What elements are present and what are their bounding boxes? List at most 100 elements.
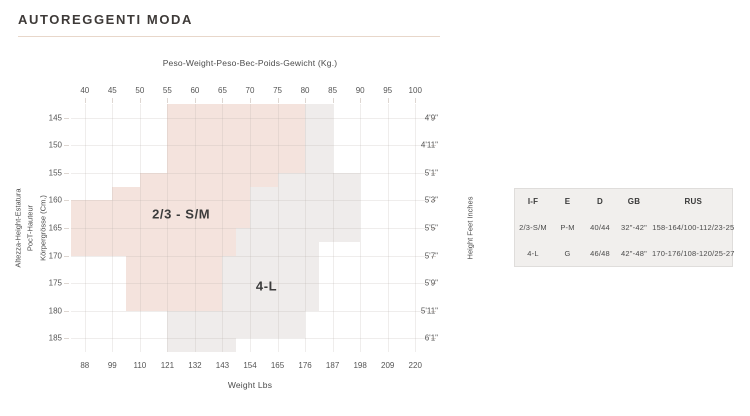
gridline-horizontal [71, 145, 429, 147]
gridline-vertical [277, 104, 279, 352]
cm-tick-label: 185 [48, 333, 62, 343]
left-tick-mark [64, 338, 69, 340]
gridline-vertical [194, 104, 196, 352]
fit-region-band-4l [222, 255, 319, 311]
left-tick-mark [64, 310, 69, 312]
gridline-vertical [415, 104, 417, 352]
lbs-tick-label: 165 [270, 361, 285, 370]
kg-tick-label: 80 [300, 86, 310, 95]
left-tick-mark [64, 145, 69, 147]
feet-tick-label: 4'9" [424, 113, 438, 123]
size-table-header: GB [627, 197, 641, 207]
size-table-cell: 40/44 [590, 222, 610, 232]
left-tick-mark [64, 255, 69, 257]
kg-tick-label: 40 [80, 86, 90, 95]
lbs-tick-label: 132 [188, 361, 202, 370]
fit-region-band-4l [250, 186, 361, 228]
top-tick-mark [194, 98, 196, 103]
lbs-tick-label: 121 [160, 361, 175, 370]
feet-tick-label: 5'9" [424, 278, 438, 288]
gridline-vertical [167, 104, 169, 352]
size-table-cell: 158-164/100-112/23-25 [652, 222, 735, 232]
gridline-horizontal [71, 200, 429, 202]
fit-region-band-4l [167, 310, 306, 339]
size-table-header: D [597, 197, 603, 207]
kg-tick-label: 45 [107, 86, 117, 95]
lbs-tick-label: 209 [381, 361, 395, 370]
gridline-vertical [360, 104, 362, 352]
feet-tick-label: 5'7" [424, 251, 438, 261]
top-tick-mark [277, 98, 279, 103]
top-tick-mark [84, 98, 86, 103]
gridline-vertical [250, 104, 251, 352]
bottom-axis-title: Weight Lbs [227, 380, 273, 390]
cm-tick-label: 165 [48, 223, 62, 233]
left-tick-mark [64, 228, 69, 229]
title-divider [18, 36, 440, 37]
lbs-tick-label: 176 [298, 361, 312, 370]
size-table-cell: G [564, 248, 571, 258]
lbs-tick-label: 88 [80, 361, 90, 370]
size-table-cell: P-M [560, 222, 575, 232]
right-tick-mark [431, 228, 436, 229]
gridline-vertical [139, 104, 141, 352]
right-tick-mark [431, 200, 436, 202]
kg-tick-label: 70 [245, 86, 255, 95]
gridline-vertical [332, 104, 334, 352]
right-tick-mark [431, 117, 436, 119]
feet-tick-label: 5'1" [424, 168, 438, 178]
feet-tick-label: 5'3" [424, 195, 438, 205]
kg-tick-label: 65 [218, 86, 227, 95]
top-tick-mark [167, 98, 169, 103]
top-tick-mark [387, 98, 389, 103]
fit-region-band-4l [236, 241, 319, 256]
lbs-tick-label: 198 [353, 361, 367, 370]
kg-tick-label: 60 [190, 86, 200, 95]
top-tick-mark [250, 98, 251, 103]
fit-region-band-4l [305, 104, 333, 173]
size-table-cell: 2/3-S/M [519, 222, 547, 232]
fit-region-band-sm [71, 228, 237, 256]
fit-region-band-sm [167, 104, 306, 173]
gridline-horizontal [71, 117, 429, 119]
size-table-cell: 170-176/108-120/25-27 [652, 248, 735, 258]
size-table-header: E [564, 197, 571, 207]
top-tick-mark [139, 98, 141, 103]
fit-region-band-4l [277, 172, 361, 187]
right-tick-mark [431, 310, 436, 312]
gridline-horizontal [71, 338, 429, 340]
top-axis-title: Peso-Weight-Peso-Bec-Poids-Gewicht (Kg.) [162, 58, 338, 68]
left-tick-mark [64, 172, 69, 174]
fit-region-band-4l [236, 228, 361, 242]
kg-tick-label: 50 [135, 86, 145, 95]
right-tick-mark [431, 338, 436, 340]
right-tick-mark [431, 283, 436, 285]
top-tick-mark [360, 98, 362, 103]
fit-region-label-4l: 4-L [255, 278, 278, 294]
feet-tick-label: 5'5" [424, 223, 438, 233]
kg-tick-label: 90 [355, 86, 365, 95]
fit-region-band-sm [126, 255, 223, 311]
fit-region-band-sm [71, 200, 250, 228]
cm-tick-label: 170 [48, 251, 62, 261]
kg-tick-label: 55 [162, 86, 172, 95]
page-title: AUTOREGGENTI MODA [18, 12, 194, 27]
top-tick-mark [305, 98, 307, 103]
lbs-tick-label: 143 [215, 361, 230, 370]
cm-tick-label: 145 [48, 113, 62, 123]
lbs-tick-label: 99 [107, 361, 117, 370]
kg-tick-label: 100 [408, 86, 422, 95]
kg-tick-label: 85 [328, 86, 338, 95]
gridline-horizontal [71, 283, 429, 285]
cm-tick-label: 175 [48, 278, 62, 288]
kg-tick-label: 75 [273, 86, 282, 95]
top-tick-mark [222, 98, 224, 103]
cm-tick-label: 155 [48, 168, 62, 178]
kg-tick-label: 95 [383, 86, 393, 95]
left-tick-mark [64, 117, 69, 119]
top-tick-mark [112, 98, 114, 103]
gridline-vertical [112, 104, 114, 352]
feet-tick-label: 4'11" [420, 140, 438, 150]
size-table-cell: 42"-48" [621, 248, 647, 258]
lbs-tick-label: 220 [408, 361, 422, 370]
